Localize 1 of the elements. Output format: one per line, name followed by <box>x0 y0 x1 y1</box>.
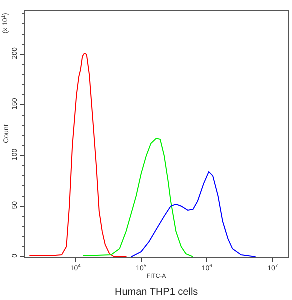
text: Human THP1 cells <box>115 287 198 298</box>
